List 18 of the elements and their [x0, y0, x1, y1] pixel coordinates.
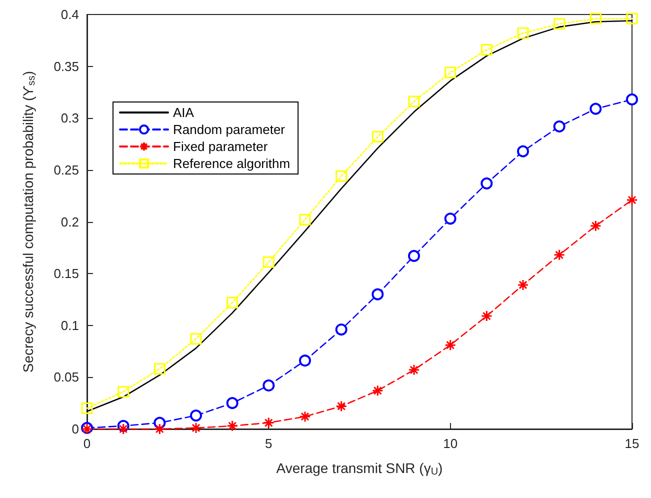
y-tick-label: 0.1	[60, 318, 79, 333]
y-tick-label: 0.15	[54, 266, 79, 282]
y-tick-label: 0.4	[60, 7, 79, 22]
x-tick-label: 5	[265, 436, 272, 451]
y-tick-label: 0.2	[60, 214, 79, 230]
y-tick-label: 0.3	[60, 110, 79, 126]
legend-label: Fixed parameter	[173, 139, 268, 154]
y-axis-title: Secrecy successful computation probability (ϒss)	[20, 70, 38, 373]
x-tick-label: 0	[83, 436, 91, 451]
x-tick-label: 10	[443, 436, 458, 451]
legend-label: Reference algorithm	[173, 156, 290, 171]
x-tick-label: 15	[624, 436, 640, 451]
legend-label: Random parameter	[173, 122, 286, 137]
y-tick-label: 0.05	[54, 370, 79, 385]
y-tick-label: 0.25	[54, 162, 79, 178]
y-tick-label: 0	[72, 422, 79, 436]
legend-label: AIA	[173, 105, 194, 120]
y-tick-label: 0.35	[54, 58, 79, 74]
